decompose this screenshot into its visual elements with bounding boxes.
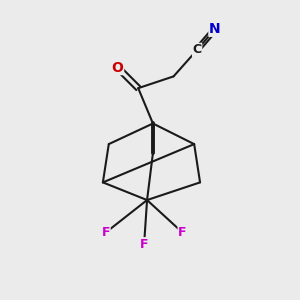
Text: F: F (102, 226, 110, 239)
Text: F: F (140, 238, 148, 251)
Text: N: N (209, 22, 220, 36)
Text: O: O (112, 61, 124, 75)
Text: F: F (178, 226, 187, 239)
Text: C: C (193, 44, 202, 56)
